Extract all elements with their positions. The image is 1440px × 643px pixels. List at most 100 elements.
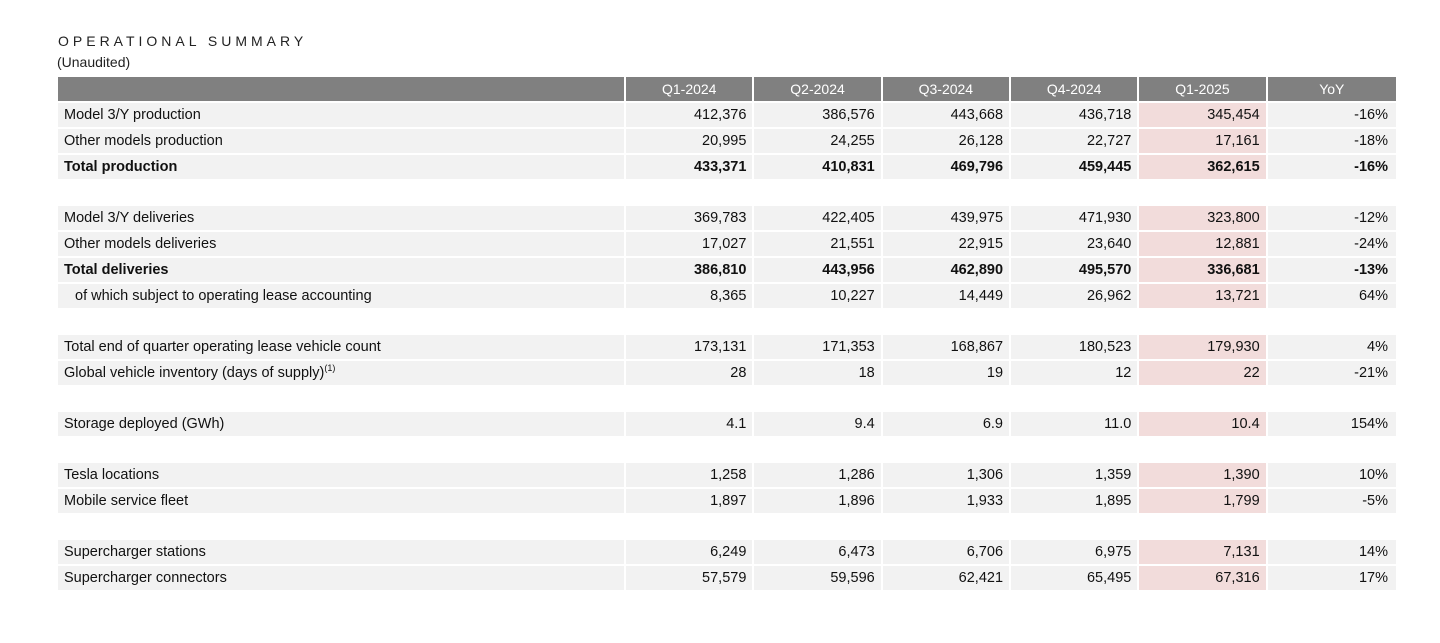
spacer-row <box>58 513 1396 538</box>
value-cell: 59,596 <box>754 564 883 590</box>
spacer-cell <box>58 385 1396 410</box>
table-body: Model 3/Y production 412,376 386,576 443,66… <box>58 101 1396 590</box>
value-cell: 439,975 <box>882 204 1012 230</box>
column-header-q3-2024: Q3-2024 <box>882 77 1012 101</box>
value-cell: 6,473 <box>754 538 883 564</box>
table-row: Mobile service fleet 1,897 1,896 1,933 1,895… <box>58 487 1396 513</box>
spacer-cell <box>58 179 1396 204</box>
value-cell: 12,881 <box>1139 230 1268 256</box>
spacer-row <box>58 385 1396 410</box>
row-label: Total deliveries <box>64 262 169 278</box>
yoy-cell: -24% <box>1267 230 1396 256</box>
row-label: of which subject to operating lease acco… <box>75 288 372 304</box>
value-cell: 459,445 <box>1011 153 1140 179</box>
row-label-cell: Total deliveries <box>58 256 627 282</box>
value-cell: 24,255 <box>754 127 883 153</box>
yoy-cell: 64% <box>1267 282 1396 308</box>
row-label-cell: Other models deliveries <box>58 230 627 256</box>
spacer-cell <box>58 308 1396 333</box>
value-cell: 469,796 <box>882 153 1012 179</box>
row-label-cell: Supercharger connectors <box>58 564 627 590</box>
table-row: Supercharger stations 6,249 6,473 6,706 6,97… <box>58 538 1396 564</box>
value-cell: 62,421 <box>882 564 1012 590</box>
value-cell: 1,933 <box>882 487 1012 513</box>
row-label: Supercharger connectors <box>64 570 227 586</box>
column-header-q1-2025: Q1-2025 <box>1139 77 1268 101</box>
row-label-cell: Model 3/Y deliveries <box>58 204 627 230</box>
value-cell: 1,799 <box>1139 487 1268 513</box>
spacer-row <box>58 308 1396 333</box>
value-cell: 20,995 <box>626 127 755 153</box>
yoy-cell: 14% <box>1267 538 1396 564</box>
value-cell: 410,831 <box>754 153 883 179</box>
row-label-cell: Supercharger stations <box>58 538 627 564</box>
row-label-cell: Total end of quarter operating lease veh… <box>58 333 627 359</box>
value-cell: 9.4 <box>754 410 883 436</box>
yoy-cell: -5% <box>1267 487 1396 513</box>
yoy-cell: -16% <box>1267 153 1396 179</box>
value-cell: 386,576 <box>754 101 883 127</box>
value-cell: 26,962 <box>1011 282 1140 308</box>
row-label-cell: Total production <box>58 153 627 179</box>
yoy-cell: 10% <box>1267 461 1396 487</box>
table-header-row: Q1-2024 Q2-2024 Q3-2024 Q4-2024 Q1-2025 … <box>58 77 1396 101</box>
yoy-cell: -13% <box>1267 256 1396 282</box>
value-cell: 433,371 <box>626 153 755 179</box>
table-row: Tesla locations 1,258 1,286 1,306 1,359 1,390… <box>58 461 1396 487</box>
value-cell: 1,286 <box>754 461 883 487</box>
yoy-cell: -16% <box>1267 101 1396 127</box>
table-row: Global vehicle inventory (days of supply… <box>58 359 1396 385</box>
yoy-cell: 154% <box>1267 410 1396 436</box>
row-label: Total production <box>64 159 178 175</box>
value-cell: 22 <box>1139 359 1268 385</box>
spacer-row <box>58 179 1396 204</box>
value-cell: 1,896 <box>754 487 883 513</box>
value-cell: 23,640 <box>1011 230 1140 256</box>
spacer-cell <box>58 513 1396 538</box>
table-row: Storage deployed (GWh) 4.1 9.4 6.9 11.0 10.4 1… <box>58 410 1396 436</box>
column-header-q4-2024: Q4-2024 <box>1011 77 1140 101</box>
value-cell: 6,706 <box>882 538 1012 564</box>
value-cell: 14,449 <box>882 282 1012 308</box>
value-cell: 412,376 <box>626 101 755 127</box>
value-cell: 8,365 <box>626 282 755 308</box>
table-row: Model 3/Y deliveries 369,783 422,405 439,97… <box>58 204 1396 230</box>
yoy-cell: -21% <box>1267 359 1396 385</box>
value-cell: 6,975 <box>1011 538 1140 564</box>
yoy-cell: -18% <box>1267 127 1396 153</box>
page-subtitle: (Unaudited) <box>57 54 131 70</box>
table-row: Supercharger connectors 57,579 59,596 62,42… <box>58 564 1396 590</box>
value-cell: 1,306 <box>882 461 1012 487</box>
value-cell: 179,930 <box>1139 333 1268 359</box>
value-cell: 17,027 <box>626 230 755 256</box>
value-cell: 386,810 <box>626 256 755 282</box>
value-cell: 345,454 <box>1139 101 1268 127</box>
yoy-cell: -12% <box>1267 204 1396 230</box>
row-label-cell: Storage deployed (GWh) <box>58 410 627 436</box>
value-cell: 1,390 <box>1139 461 1268 487</box>
row-label: Global vehicle inventory (days of supply… <box>64 365 325 381</box>
value-cell: 173,131 <box>626 333 755 359</box>
row-label: Supercharger stations <box>64 544 206 560</box>
column-header-yoy: YoY <box>1267 77 1396 101</box>
row-label: Mobile service fleet <box>64 493 189 509</box>
value-cell: 22,727 <box>1011 127 1140 153</box>
value-cell: 21,551 <box>754 230 883 256</box>
value-cell: 1,895 <box>1011 487 1140 513</box>
value-cell: 443,668 <box>882 101 1012 127</box>
row-label: Tesla locations <box>64 467 160 483</box>
value-cell: 336,681 <box>1139 256 1268 282</box>
row-label: Storage deployed (GWh) <box>64 416 225 432</box>
value-cell: 323,800 <box>1139 204 1268 230</box>
value-cell: 171,353 <box>754 333 883 359</box>
row-label-cell: Global vehicle inventory (days of supply… <box>58 359 627 385</box>
row-label: Model 3/Y production <box>64 107 201 123</box>
value-cell: 362,615 <box>1139 153 1268 179</box>
value-cell: 67,316 <box>1139 564 1268 590</box>
spacer-cell <box>58 436 1396 461</box>
row-label-cell: Other models production <box>58 127 627 153</box>
value-cell: 22,915 <box>882 230 1012 256</box>
header-label-cell <box>58 77 627 101</box>
value-cell: 443,956 <box>754 256 883 282</box>
value-cell: 1,258 <box>626 461 755 487</box>
